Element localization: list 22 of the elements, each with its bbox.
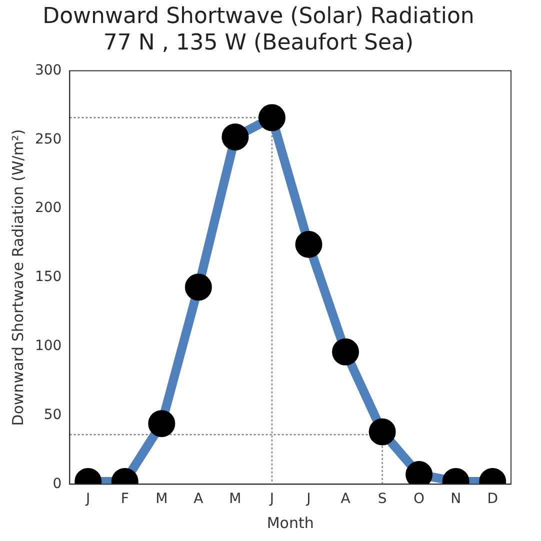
y-tick-label: 200 — [34, 200, 62, 216]
x-tick-label: A — [340, 491, 351, 508]
y-tick-label: 100 — [34, 338, 62, 354]
y-tick-label: 150 — [34, 269, 62, 286]
y-tick-label: 250 — [34, 131, 62, 148]
y-tick-label: 50 — [44, 406, 62, 423]
y-axis-title: Downward Shortwave Radiation (W/m²) — [8, 129, 27, 426]
x-tick-label: J — [85, 491, 90, 508]
x-tick-label: J — [268, 491, 274, 508]
x-tick-label: S — [378, 491, 387, 508]
x-tick-label: M — [229, 491, 242, 508]
y-tick-label: 0 — [52, 476, 62, 492]
x-tick-label: M — [156, 491, 168, 508]
x-tick-label: J — [306, 491, 311, 508]
y-tick-label: 300 — [34, 62, 62, 78]
x-tick-label: N — [450, 491, 462, 508]
x-tick-label: F — [120, 491, 129, 508]
x-tick-label: D — [487, 491, 498, 508]
chart-title: Downward Shortwave (Solar) Radiation 77 N , 135 W (Beaufort Sea) — [42, 4, 474, 56]
x-tick-label: O — [414, 491, 425, 508]
x-axis-title: Month — [266, 514, 314, 532]
x-tick-label: A — [194, 491, 204, 508]
